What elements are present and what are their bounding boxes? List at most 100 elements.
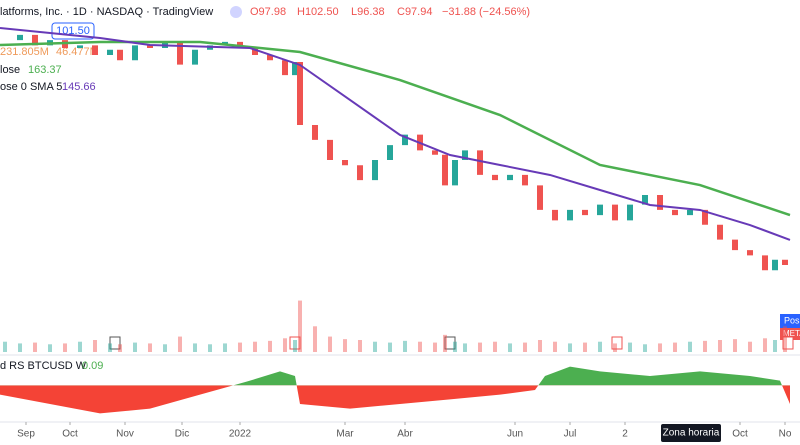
volume-bar bbox=[733, 339, 737, 352]
candle bbox=[117, 49, 123, 61]
volume-bar bbox=[108, 343, 112, 352]
volume-bar bbox=[583, 342, 587, 352]
candle bbox=[627, 204, 633, 221]
timezone-button[interactable] bbox=[661, 424, 721, 442]
sma-long-name: lose bbox=[0, 64, 20, 76]
volume-value: 231.805M bbox=[0, 46, 49, 58]
candle bbox=[732, 239, 738, 251]
volume-bar bbox=[493, 341, 497, 352]
volume-bar bbox=[78, 341, 82, 352]
candle bbox=[597, 204, 603, 216]
volume-bar bbox=[18, 343, 22, 352]
volume-bar bbox=[553, 341, 557, 352]
candle bbox=[477, 150, 483, 175]
candle bbox=[702, 209, 708, 225]
volume-bar bbox=[643, 344, 647, 352]
candle bbox=[452, 160, 458, 186]
volume-bar bbox=[673, 342, 677, 352]
volume-bar bbox=[463, 343, 467, 352]
volume-bar bbox=[328, 336, 332, 352]
candle bbox=[782, 259, 788, 265]
volume-bar bbox=[748, 341, 752, 352]
volume-bar bbox=[598, 341, 602, 352]
x-tick-label: Oct bbox=[62, 429, 78, 440]
candle bbox=[177, 41, 183, 65]
candle bbox=[432, 150, 438, 155]
volume-bar bbox=[178, 336, 182, 352]
volume-bar bbox=[568, 343, 572, 352]
volume-bar bbox=[783, 326, 787, 352]
candle bbox=[92, 45, 98, 55]
candle bbox=[192, 49, 198, 65]
candle bbox=[552, 209, 558, 221]
volume-bar bbox=[223, 343, 227, 352]
candle bbox=[267, 55, 273, 61]
volume-bar bbox=[718, 340, 722, 352]
volume-bar bbox=[418, 341, 422, 352]
candle bbox=[387, 145, 393, 160]
volume-bar bbox=[268, 340, 272, 352]
volume-bar bbox=[403, 340, 407, 352]
flag-icon[interactable] bbox=[230, 6, 242, 18]
candle bbox=[612, 204, 618, 221]
volume-bar bbox=[298, 300, 302, 352]
symbol: latforms, Inc. · 1D · NASDAQ · TradingVi… bbox=[0, 6, 213, 18]
candle bbox=[462, 150, 468, 160]
candle bbox=[582, 209, 588, 216]
x-tick-label: Jun bbox=[507, 429, 523, 440]
sma-long-value: 163.37 bbox=[28, 64, 62, 76]
candle bbox=[132, 45, 138, 61]
volume-bar bbox=[48, 344, 52, 352]
x-tick-label: Abr bbox=[397, 429, 413, 440]
sma-short-name: ose 0 SMA 5 bbox=[0, 81, 62, 93]
volume-bar bbox=[443, 334, 447, 352]
x-tick-label: Jul bbox=[564, 429, 577, 440]
volume-bar bbox=[453, 341, 457, 352]
x-tick-label: Mar bbox=[336, 429, 354, 440]
volume-bar bbox=[373, 341, 377, 352]
candle bbox=[32, 34, 38, 46]
x-tick-label: No bbox=[779, 429, 792, 440]
rs-area-negative bbox=[0, 385, 790, 414]
volume-bar bbox=[33, 342, 37, 352]
volume-bar bbox=[3, 341, 7, 352]
close: C97.94 bbox=[397, 6, 432, 18]
volume-bar bbox=[538, 340, 542, 352]
candle bbox=[357, 165, 363, 181]
sma-line bbox=[0, 26, 791, 241]
candle bbox=[312, 125, 318, 140]
volume-bar bbox=[343, 339, 347, 352]
pos-badge bbox=[780, 314, 800, 328]
x-tick-label: Oct bbox=[732, 429, 748, 440]
volume-bar bbox=[773, 340, 777, 352]
candle bbox=[292, 62, 298, 76]
candle bbox=[297, 62, 303, 125]
candle bbox=[107, 49, 113, 55]
candle bbox=[762, 255, 768, 271]
x-tick-label: 2022 bbox=[229, 429, 252, 440]
candle bbox=[492, 174, 498, 181]
rs-name: d RS BTCUSD W bbox=[0, 360, 87, 372]
rs-value: 0.09 bbox=[82, 360, 103, 372]
candle bbox=[252, 48, 258, 55]
meta-label: META bbox=[783, 329, 800, 338]
rs-area-positive bbox=[0, 366, 790, 386]
low: L96.38 bbox=[351, 6, 385, 18]
candle bbox=[672, 209, 678, 216]
candle bbox=[507, 174, 513, 181]
candle bbox=[147, 45, 153, 48]
candle bbox=[372, 160, 378, 181]
candle bbox=[642, 195, 648, 205]
volume-bar bbox=[148, 343, 152, 352]
volume-bar bbox=[613, 343, 617, 352]
volume-bar bbox=[253, 341, 257, 352]
x-tick-label: 2 bbox=[622, 429, 628, 440]
timezone-label[interactable]: Zona horaria bbox=[663, 428, 720, 439]
volume-ma: 46.477M bbox=[56, 46, 99, 58]
earnings-markers bbox=[109, 336, 794, 350]
open: O97.98 bbox=[250, 6, 286, 18]
volume-bar bbox=[293, 340, 297, 352]
volume-bar bbox=[688, 341, 692, 352]
volume-bar bbox=[238, 342, 242, 352]
